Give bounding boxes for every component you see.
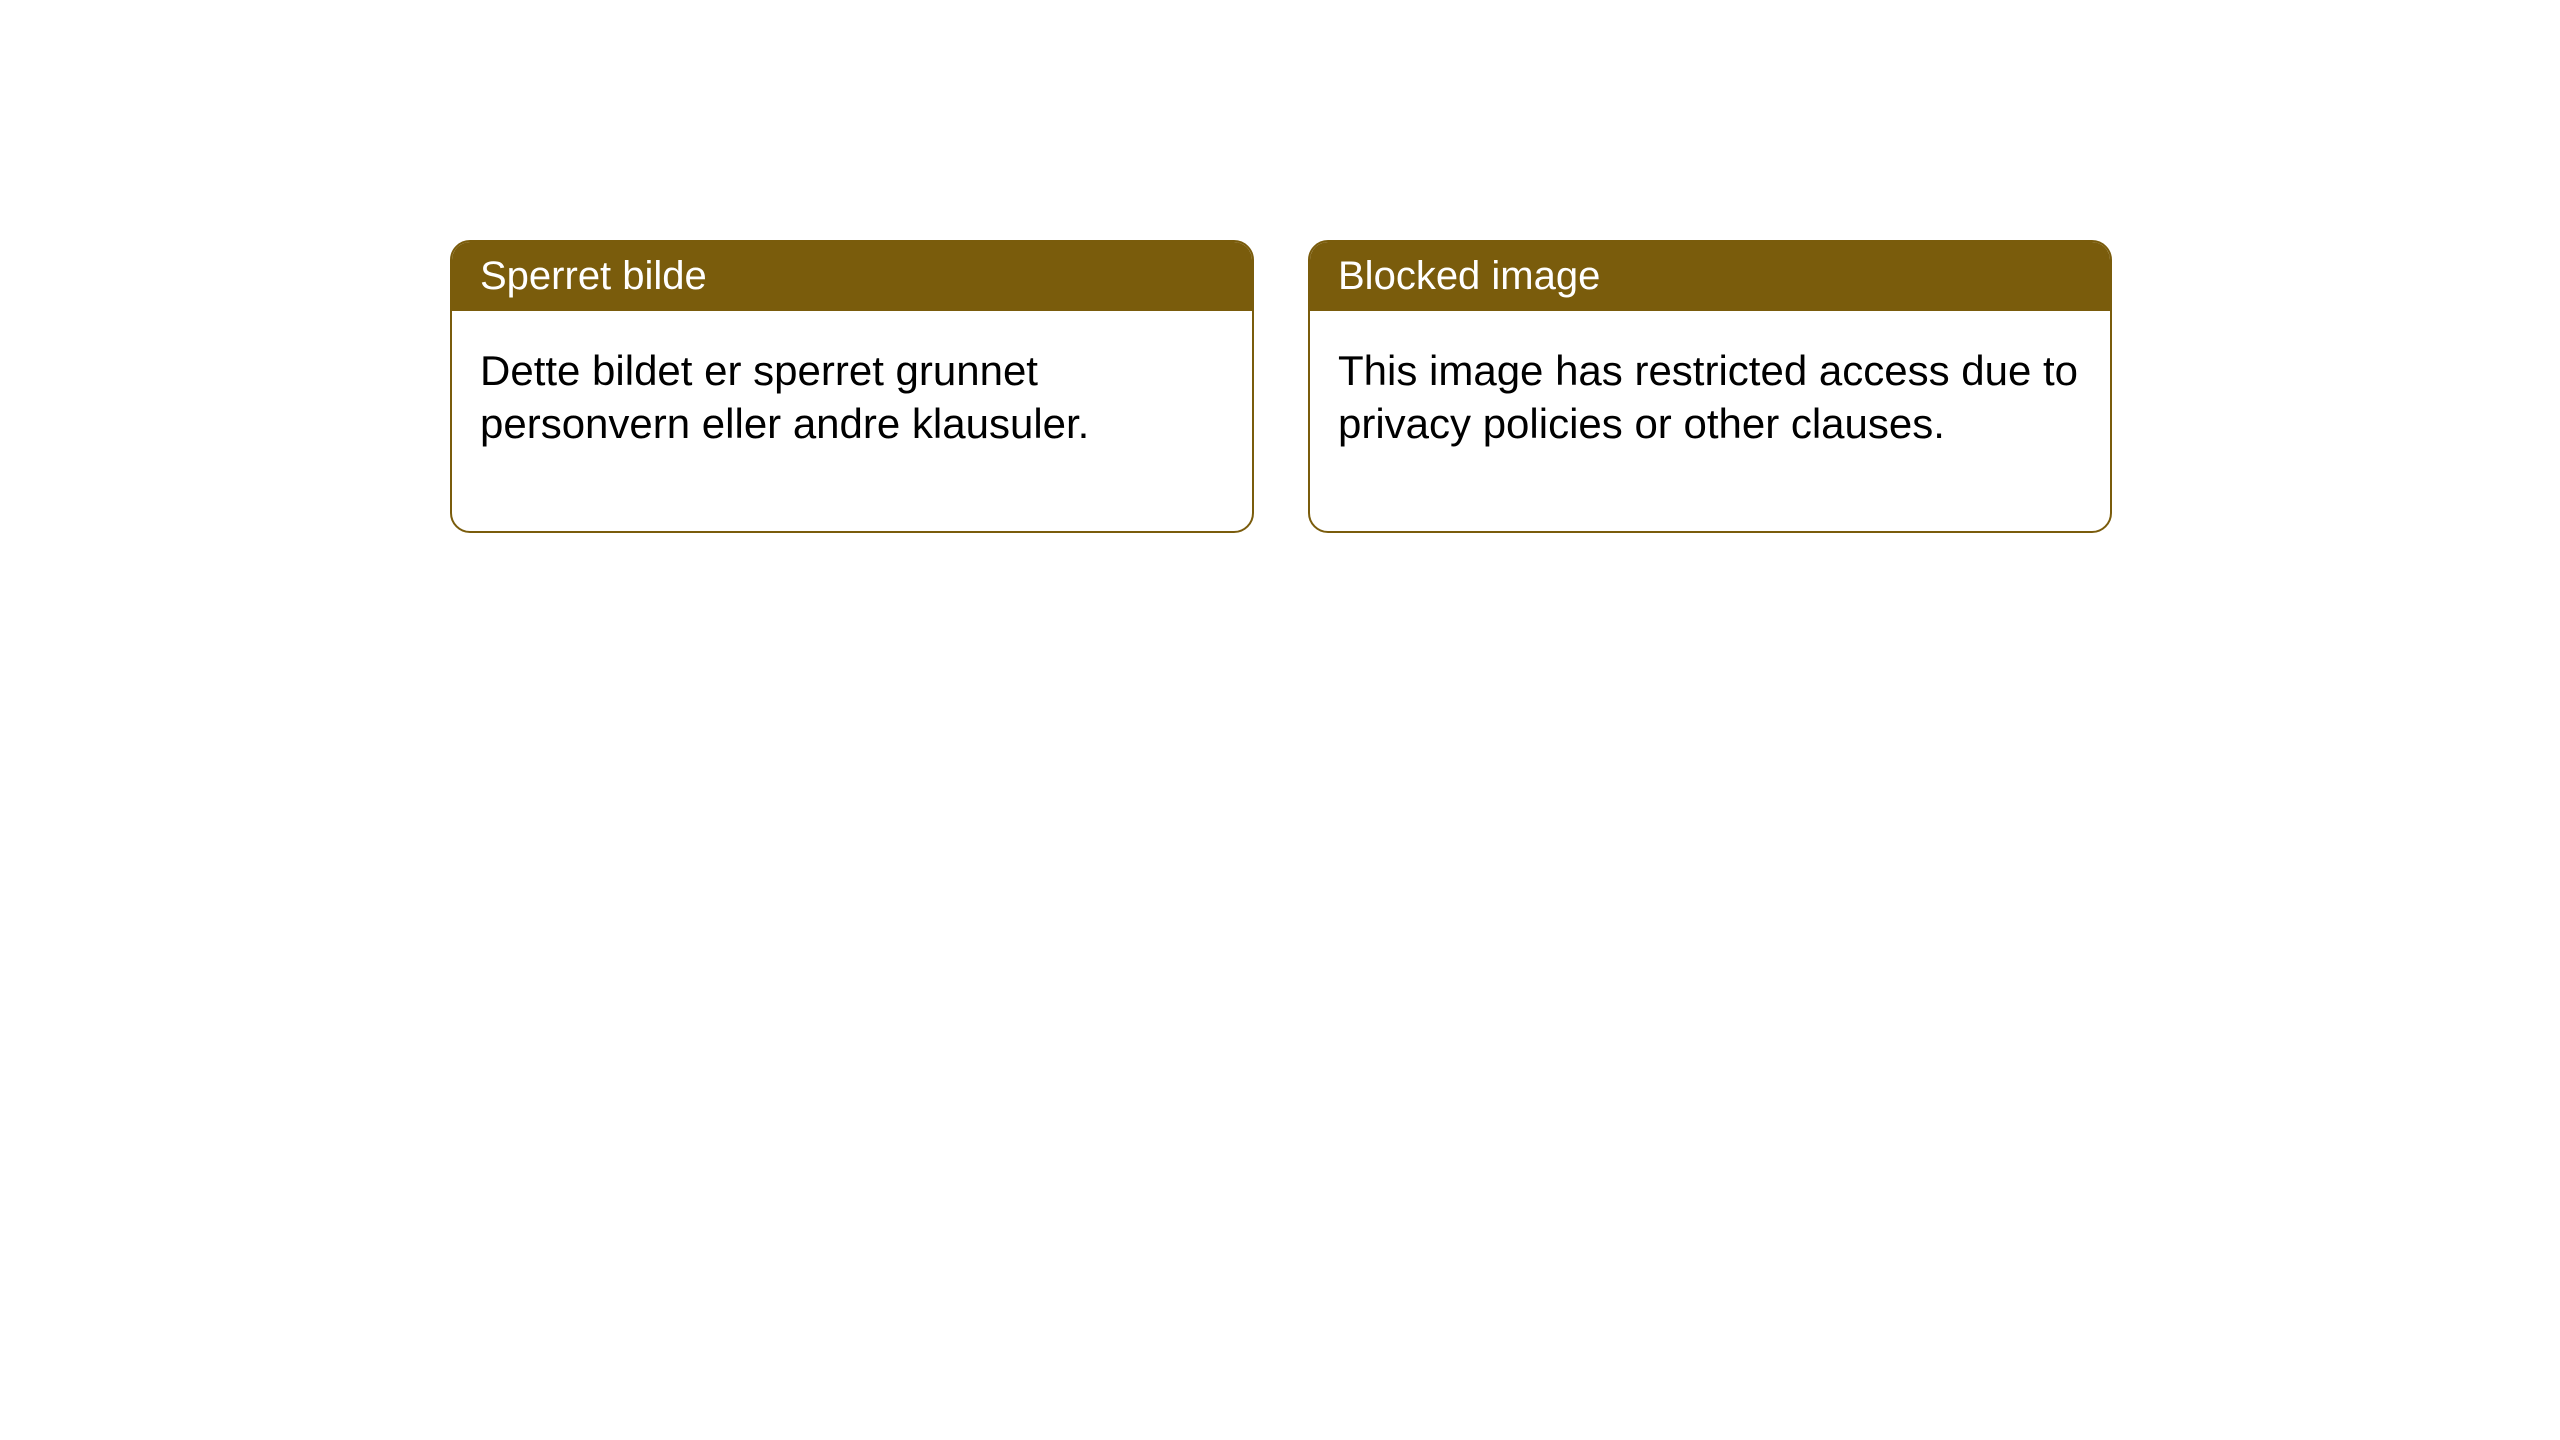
notice-card-english: Blocked image This image has restricted … [1308, 240, 2112, 533]
notice-card-norwegian: Sperret bilde Dette bildet er sperret gr… [450, 240, 1254, 533]
notice-body: This image has restricted access due to … [1310, 311, 2110, 531]
notice-text: This image has restricted access due to … [1338, 345, 2082, 450]
notice-text: Dette bildet er sperret grunnet personve… [480, 345, 1224, 450]
notices-container: Sperret bilde Dette bildet er sperret gr… [450, 240, 2112, 533]
notice-title: Sperret bilde [480, 254, 707, 298]
notice-body: Dette bildet er sperret grunnet personve… [452, 311, 1252, 531]
notice-header: Sperret bilde [452, 242, 1252, 311]
notice-title: Blocked image [1338, 254, 1600, 298]
notice-header: Blocked image [1310, 242, 2110, 311]
